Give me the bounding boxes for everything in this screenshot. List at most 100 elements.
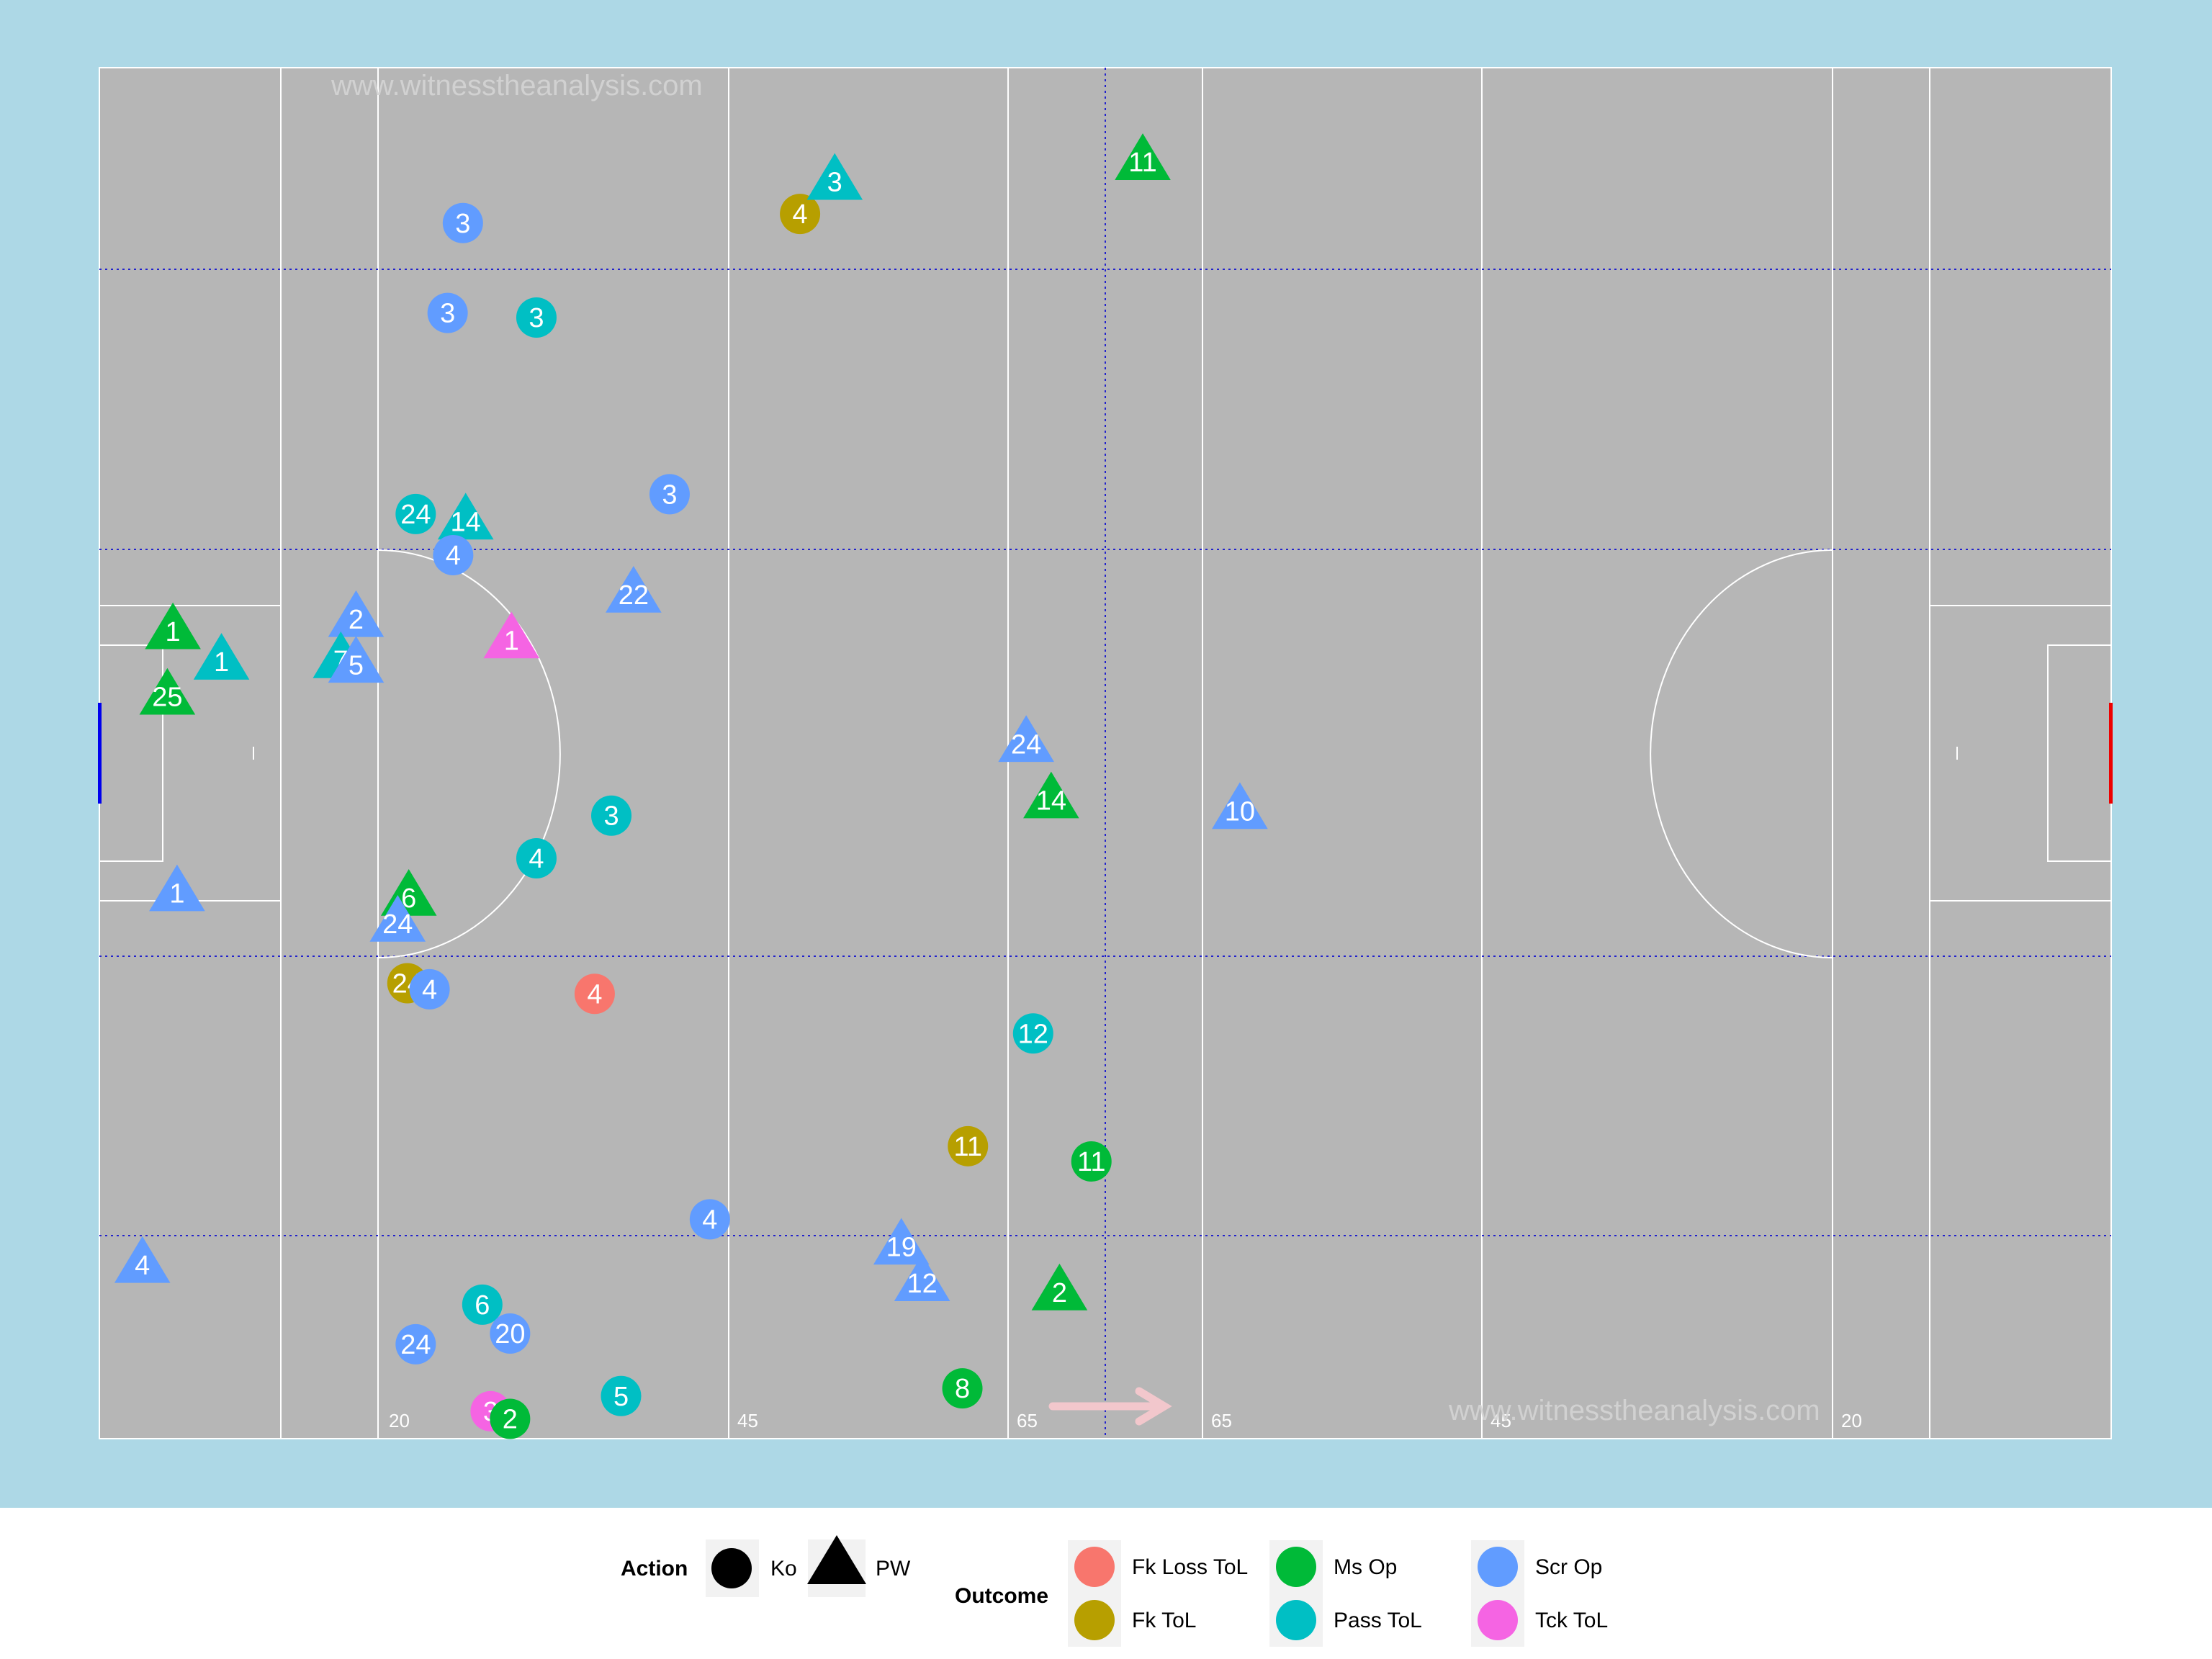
point-label: 25 [152, 683, 182, 713]
legend-outcome-item: Ms Op [1269, 1540, 1397, 1593]
point-circle [1012, 1013, 1053, 1054]
goal-right [2109, 703, 2113, 804]
point-triangle [145, 602, 201, 649]
data-point: 5 [601, 1375, 642, 1416]
data-point: 4 [689, 1199, 730, 1240]
data-point: 4 [574, 974, 615, 1015]
point-circle [574, 974, 615, 1015]
point-label: 3 [440, 299, 455, 329]
legend-outcome-title: Outcome [955, 1584, 1048, 1608]
point-triangle [873, 1218, 930, 1265]
data-point: 24 [998, 715, 1054, 763]
distance-markers: 20 45 65 65 45 20 [389, 1410, 1862, 1431]
point-circle [395, 493, 436, 534]
legend-outcome-label: Fk ToL [1132, 1609, 1197, 1632]
data-point: 4 [433, 534, 474, 575]
legend-outcome-item: Tck ToL [1471, 1593, 1608, 1647]
point-label: 3 [662, 480, 677, 510]
legend-outcome-label: Tck ToL [1535, 1609, 1608, 1632]
data-point: 25 [139, 667, 196, 715]
point-label: 3 [455, 209, 470, 239]
point-label: 20 [495, 1319, 525, 1349]
point-triangle [483, 611, 540, 659]
outcome-legend: Fk Loss ToL Fk ToL Ms Op Pass ToL Scr Op Tck … [1068, 1540, 1608, 1647]
point-circle [433, 534, 474, 575]
data-point: 3 [516, 297, 557, 338]
distance-marker: 20 [389, 1410, 410, 1431]
point-circle [601, 1375, 642, 1416]
point-label: 4 [529, 844, 544, 874]
point-triangle [998, 715, 1054, 763]
direction-arrow [1048, 1387, 1172, 1426]
point-label: 2 [503, 1404, 518, 1434]
data-point: 19 [873, 1218, 930, 1265]
legend-ko-label: Ko [770, 1557, 797, 1581]
watermark-bottom: www.witnesstheanalysis.com [1448, 1395, 1820, 1426]
data-point: 14 [437, 493, 494, 540]
point-circle [948, 1125, 989, 1166]
point-label: 3 [529, 303, 544, 333]
point-label: 3 [603, 801, 619, 832]
point-circle [427, 292, 468, 333]
point-circle [649, 474, 690, 515]
distance-marker: 65 [1017, 1410, 1038, 1431]
point-label: 1 [166, 617, 181, 647]
legend: Action Ko PW Outcome Fk Loss ToL Fk ToL Ms… [621, 1535, 1608, 1647]
point-label: 6 [475, 1290, 490, 1321]
data-point: 2 [328, 590, 385, 637]
point-circle [409, 968, 450, 1010]
data-point: 1 [145, 602, 201, 649]
legend-outcome-swatch [1074, 1600, 1115, 1640]
point-circle [395, 1323, 436, 1364]
point-triangle [328, 636, 385, 683]
legend-outcome-swatch [1276, 1547, 1316, 1587]
point-label: 12 [907, 1269, 938, 1299]
point-triangle [193, 633, 250, 680]
point-circle [1071, 1141, 1112, 1182]
point-label: 4 [587, 979, 602, 1010]
legend-outcome-item: Scr Op [1471, 1540, 1602, 1593]
point-label: 4 [702, 1205, 717, 1235]
data-point: 24 [395, 493, 436, 534]
point-triangle [437, 493, 494, 540]
point-label: 22 [619, 580, 649, 611]
legend-outcome-item: Pass ToL [1269, 1593, 1422, 1647]
data-point: 5 [328, 636, 385, 683]
legend-outcome-swatch [1074, 1547, 1115, 1587]
point-triangle [806, 153, 863, 200]
point-label: 4 [422, 975, 437, 1005]
data-point: 4 [516, 837, 557, 878]
data-point: 3 [591, 795, 632, 836]
point-circle [689, 1199, 730, 1240]
data-point: 3 [442, 202, 483, 243]
point-label: 14 [451, 507, 481, 537]
arc-right [1650, 549, 1833, 958]
data-point: 1 [483, 611, 540, 659]
point-label: 8 [955, 1374, 970, 1404]
data-point: 6 [462, 1284, 503, 1325]
point-triangle [1031, 1263, 1088, 1310]
point-triangle [1115, 133, 1171, 180]
point-label: 10 [1225, 796, 1255, 827]
point-circle [516, 297, 557, 338]
data-point: 4 [114, 1236, 171, 1283]
point-triangle [369, 894, 426, 942]
legend-outcome-swatch [1478, 1600, 1518, 1640]
point-circle [442, 202, 483, 243]
data-point: 2 [490, 1398, 531, 1439]
point-label: 5 [349, 650, 364, 680]
data-point: 1 [193, 633, 250, 680]
data-point: 11 [1115, 133, 1171, 180]
point-label: 4 [446, 541, 461, 571]
point-label: 4 [135, 1251, 150, 1281]
legend-pw-label: PW [876, 1557, 911, 1581]
data-point: 24 [395, 1323, 436, 1364]
legend-outcome-item: Fk Loss ToL [1068, 1540, 1248, 1593]
data-point: 3 [806, 153, 863, 200]
legend-outcome-label: Scr Op [1535, 1555, 1602, 1579]
legend-outcome-swatch [1478, 1547, 1518, 1587]
legend-action-title: Action [621, 1557, 688, 1581]
point-label: 2 [349, 605, 364, 635]
point-triangle [328, 590, 385, 637]
